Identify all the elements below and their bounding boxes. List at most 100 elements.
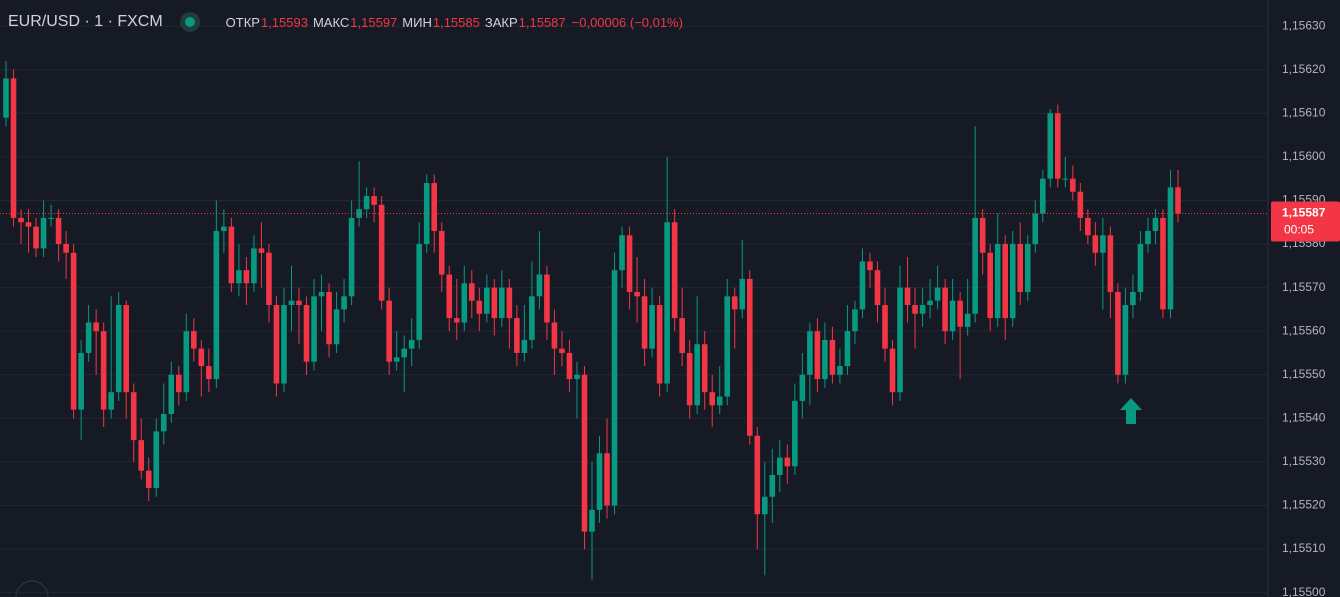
candle-body bbox=[769, 474, 776, 497]
candle-body bbox=[258, 248, 265, 253]
candle-body bbox=[807, 331, 813, 375]
candle-body bbox=[93, 322, 99, 332]
candle-body bbox=[544, 274, 550, 323]
candle-body bbox=[18, 217, 24, 223]
candle-body bbox=[371, 196, 377, 205]
candle-body bbox=[716, 396, 723, 406]
candle-body bbox=[191, 331, 197, 349]
candle-body bbox=[401, 348, 407, 358]
candle-body bbox=[671, 222, 678, 319]
y-tick-label: 1,15600 bbox=[1282, 149, 1326, 163]
close-value: 1,15587 bbox=[518, 14, 566, 30]
candle-body bbox=[393, 357, 400, 362]
candle-body bbox=[1107, 235, 1114, 292]
candle-body bbox=[664, 222, 670, 384]
candle-body bbox=[1160, 217, 1166, 310]
candle-body bbox=[70, 252, 77, 410]
candle-body bbox=[701, 344, 708, 393]
candle-body bbox=[1062, 178, 1069, 180]
candle-body bbox=[979, 217, 986, 253]
candle-body bbox=[318, 291, 325, 297]
candle-body bbox=[108, 392, 114, 410]
y-tick-label: 1,15520 bbox=[1282, 498, 1326, 512]
candle-body bbox=[145, 470, 152, 489]
candle-body bbox=[25, 222, 32, 227]
corner-button[interactable] bbox=[15, 580, 49, 597]
candle-body bbox=[874, 270, 881, 306]
candle-body bbox=[694, 344, 700, 406]
candle-body bbox=[761, 496, 768, 515]
candle-body bbox=[476, 300, 483, 314]
candle-body bbox=[912, 305, 918, 314]
candle-body bbox=[484, 287, 490, 314]
low-value: 1,15585 bbox=[432, 14, 480, 30]
candle-body bbox=[882, 305, 888, 349]
candle-body bbox=[468, 283, 475, 301]
candle-body bbox=[55, 217, 62, 245]
candle-body bbox=[288, 300, 295, 306]
candle-body bbox=[1017, 244, 1024, 292]
candle-body bbox=[792, 400, 798, 467]
candle-body bbox=[1054, 113, 1061, 179]
candle-body bbox=[33, 226, 39, 249]
candle-body bbox=[641, 296, 648, 349]
candle-body bbox=[957, 300, 963, 327]
symbol: EUR/USD · 1 · FXCM bbox=[8, 13, 163, 30]
candle-body bbox=[341, 296, 347, 310]
candle-body bbox=[416, 244, 423, 340]
candle-body bbox=[814, 331, 821, 380]
candle-body bbox=[296, 300, 302, 306]
candle-body bbox=[844, 331, 851, 367]
candle-body bbox=[604, 453, 610, 506]
candle-body bbox=[551, 322, 558, 349]
candle-body bbox=[746, 278, 753, 436]
candle-body bbox=[1130, 291, 1136, 306]
candle-body bbox=[130, 392, 137, 441]
candle-body bbox=[1085, 217, 1091, 236]
candle-body bbox=[453, 318, 460, 323]
open-value: 1,15593 bbox=[260, 14, 308, 30]
candle-body bbox=[949, 300, 956, 332]
candle-body bbox=[1009, 244, 1016, 319]
candle-body bbox=[852, 309, 858, 332]
candle-body bbox=[251, 248, 257, 284]
candle-body bbox=[589, 509, 595, 532]
candle-body bbox=[1077, 191, 1084, 218]
candle-body bbox=[1070, 178, 1076, 192]
candle-body bbox=[837, 366, 843, 375]
high-label: МАКС bbox=[312, 14, 350, 30]
candle-body bbox=[1167, 187, 1174, 310]
candle-body bbox=[499, 287, 505, 319]
candle-body bbox=[514, 318, 520, 353]
candle-body bbox=[213, 230, 220, 380]
y-tick-label: 1,15560 bbox=[1282, 323, 1326, 337]
candle-body bbox=[303, 305, 310, 362]
candle-body bbox=[356, 209, 362, 218]
countdown-label: 00:05 bbox=[1284, 223, 1314, 237]
candle-body bbox=[784, 457, 791, 467]
candle-body bbox=[822, 339, 828, 380]
candle-body bbox=[311, 296, 317, 362]
candle-body bbox=[559, 348, 565, 353]
candle-body bbox=[829, 339, 836, 375]
candle-body bbox=[236, 270, 242, 284]
candle-body bbox=[1152, 217, 1159, 231]
candle-body bbox=[927, 300, 933, 306]
candle-body bbox=[3, 78, 9, 118]
candle-body bbox=[889, 348, 896, 393]
candle-body bbox=[48, 217, 54, 219]
candle-body bbox=[942, 287, 948, 332]
low-label: МИН bbox=[402, 14, 432, 30]
close-label: ЗАКР bbox=[484, 14, 518, 30]
candle-body bbox=[1024, 244, 1031, 292]
high-value: 1,15597 bbox=[350, 14, 398, 30]
change-value: −0,00006 (−0,01%) bbox=[571, 14, 683, 30]
y-tick-label: 1,15540 bbox=[1282, 411, 1326, 425]
y-tick-label: 1,15570 bbox=[1282, 280, 1326, 294]
open-label: ОТКР bbox=[225, 14, 260, 30]
candle-body bbox=[408, 339, 415, 349]
candle-body bbox=[273, 305, 280, 384]
candle-body bbox=[1175, 187, 1181, 214]
candle-body bbox=[123, 305, 130, 393]
candle-body bbox=[160, 413, 167, 432]
